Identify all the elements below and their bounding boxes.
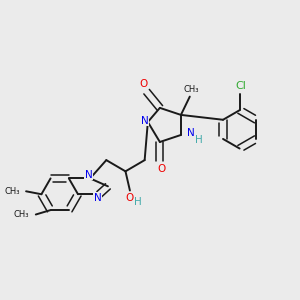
Text: H: H xyxy=(134,197,142,207)
Text: CH₃: CH₃ xyxy=(4,187,20,196)
Text: CH₃: CH₃ xyxy=(14,210,29,219)
Text: H: H xyxy=(195,135,203,145)
Text: N: N xyxy=(85,170,92,180)
Text: N: N xyxy=(141,116,149,125)
Text: N: N xyxy=(94,193,102,203)
Text: O: O xyxy=(139,79,147,89)
Text: Cl: Cl xyxy=(236,81,247,91)
Text: CH₃: CH₃ xyxy=(184,85,199,94)
Text: O: O xyxy=(157,164,166,173)
Text: O: O xyxy=(126,193,134,203)
Text: N: N xyxy=(188,128,195,139)
